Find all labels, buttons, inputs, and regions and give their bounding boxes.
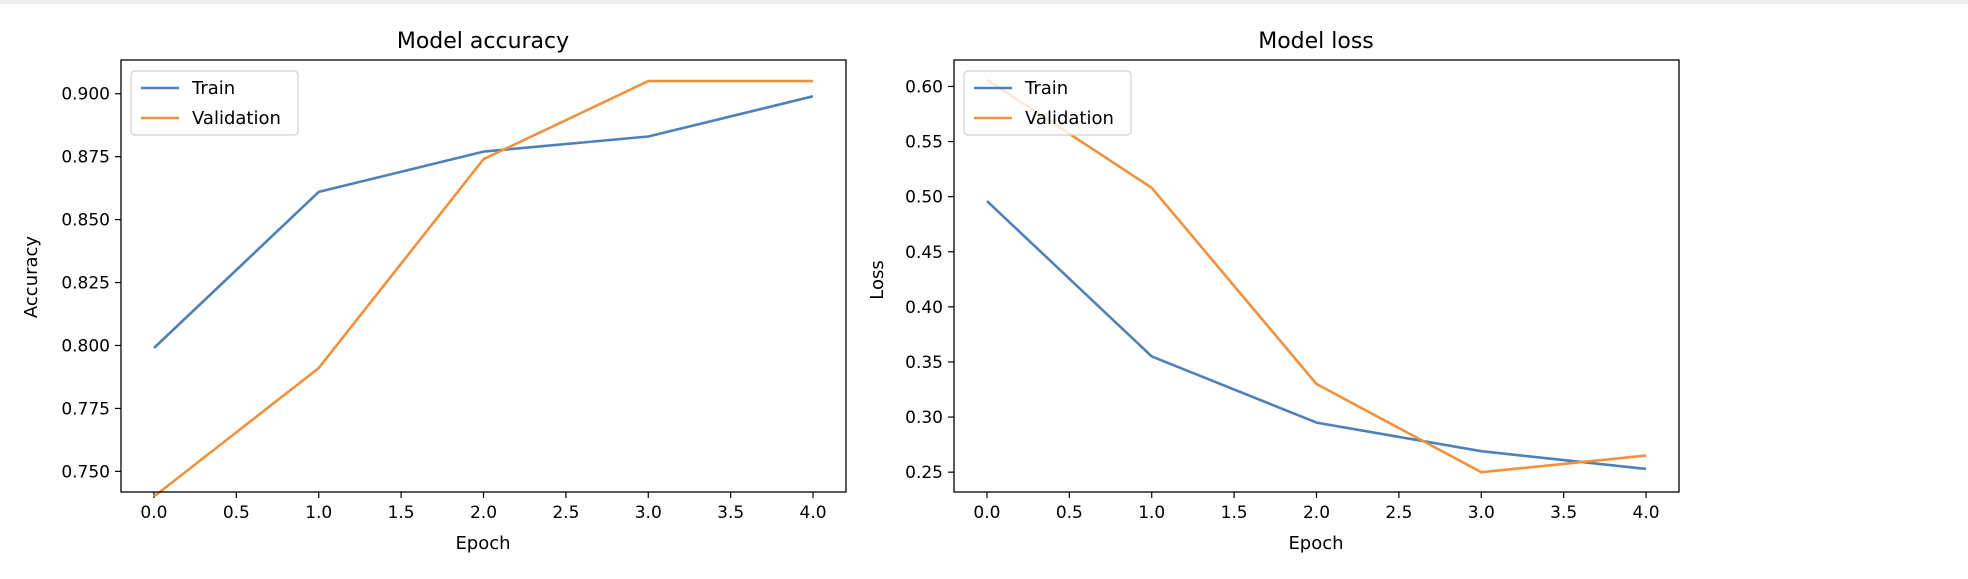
plot-area-frame	[953, 59, 1680, 493]
y-tick-label: 0.30	[905, 408, 943, 428]
x-tick-label: 4.0	[800, 503, 827, 523]
x-tick-label: 0.0	[973, 503, 1000, 523]
y-tick-label: 0.750	[61, 462, 110, 482]
x-tick-label: 3.0	[635, 503, 662, 523]
x-tick-label: 2.5	[1385, 503, 1412, 523]
x-tick-label: 4.0	[1633, 503, 1660, 523]
x-tick-label: 0.5	[223, 503, 250, 523]
y-tick-label: 0.60	[905, 77, 943, 97]
accuracy-chart: Model accuracy Epoch Accuracy 0.0 0.5 1.0 1…	[21, 29, 847, 554]
x-tick-label: 3.0	[1468, 503, 1495, 523]
x-tick-label: 1.0	[305, 503, 332, 523]
loss-chart: Model loss Epoch Loss 0.0 0.5 1.0 1.5 2.0 2.5…	[867, 29, 1680, 554]
plot-area-frame	[120, 59, 847, 493]
y-tick-label: 0.825	[61, 274, 110, 294]
y-tick-label: 0.45	[905, 243, 943, 263]
x-tick-label: 3.5	[717, 503, 744, 523]
series-line-validation	[153, 79, 813, 498]
y-tick-label: 0.55	[905, 133, 943, 153]
y-axis-label: Accuracy	[21, 236, 42, 319]
x-tick-label: 3.5	[1550, 503, 1577, 523]
series-line-train	[153, 95, 814, 349]
chart-title: Model loss	[1258, 29, 1374, 54]
y-tick-label: 0.875	[61, 148, 110, 168]
top-strip	[0, 0, 1968, 4]
legend-label-train: Train	[191, 78, 235, 99]
legend: Train Validation	[963, 70, 1132, 136]
y-tick-label: 0.850	[61, 211, 110, 231]
x-tick-label: 2.5	[552, 503, 579, 523]
ticks-group: 0.0 0.5 1.0 1.5 2.0 2.5 3.0 3.5 4.0 0.25 0.30 0.35 0…	[905, 77, 1659, 523]
series-lines	[153, 79, 814, 498]
series-lines	[986, 78, 1647, 474]
legend-label-validation: Validation	[192, 108, 281, 129]
y-tick-label: 0.775	[61, 399, 110, 419]
legend-label-validation: Validation	[1025, 108, 1114, 129]
y-axis-label: Loss	[867, 260, 888, 299]
chart-title: Model accuracy	[397, 29, 569, 54]
x-axis-label: Epoch	[455, 533, 510, 554]
ticks-group: 0.0 0.5 1.0 1.5 2.0 2.5 3.0 3.5 4.0 0.750 0.775 0.8…	[61, 85, 826, 523]
x-tick-label: 0.5	[1056, 503, 1083, 523]
x-tick-label: 1.0	[1138, 503, 1165, 523]
y-tick-label: 0.50	[905, 188, 943, 208]
y-tick-label: 0.25	[905, 463, 943, 483]
x-tick-label: 1.5	[1221, 503, 1248, 523]
y-tick-label: 0.900	[61, 85, 110, 105]
series-line-validation	[986, 78, 1647, 474]
y-tick-label: 0.35	[905, 353, 943, 373]
x-tick-label: 1.5	[388, 503, 415, 523]
legend-label-train: Train	[1024, 78, 1068, 99]
x-tick-label: 2.0	[1303, 503, 1330, 523]
legend: Train Validation	[130, 70, 299, 136]
series-line-train	[986, 200, 1647, 471]
x-axis-label: Epoch	[1288, 533, 1343, 554]
y-tick-label: 0.800	[61, 336, 110, 356]
x-tick-label: 2.0	[470, 503, 497, 523]
y-tick-label: 0.40	[905, 298, 943, 318]
x-tick-label: 0.0	[140, 503, 167, 523]
